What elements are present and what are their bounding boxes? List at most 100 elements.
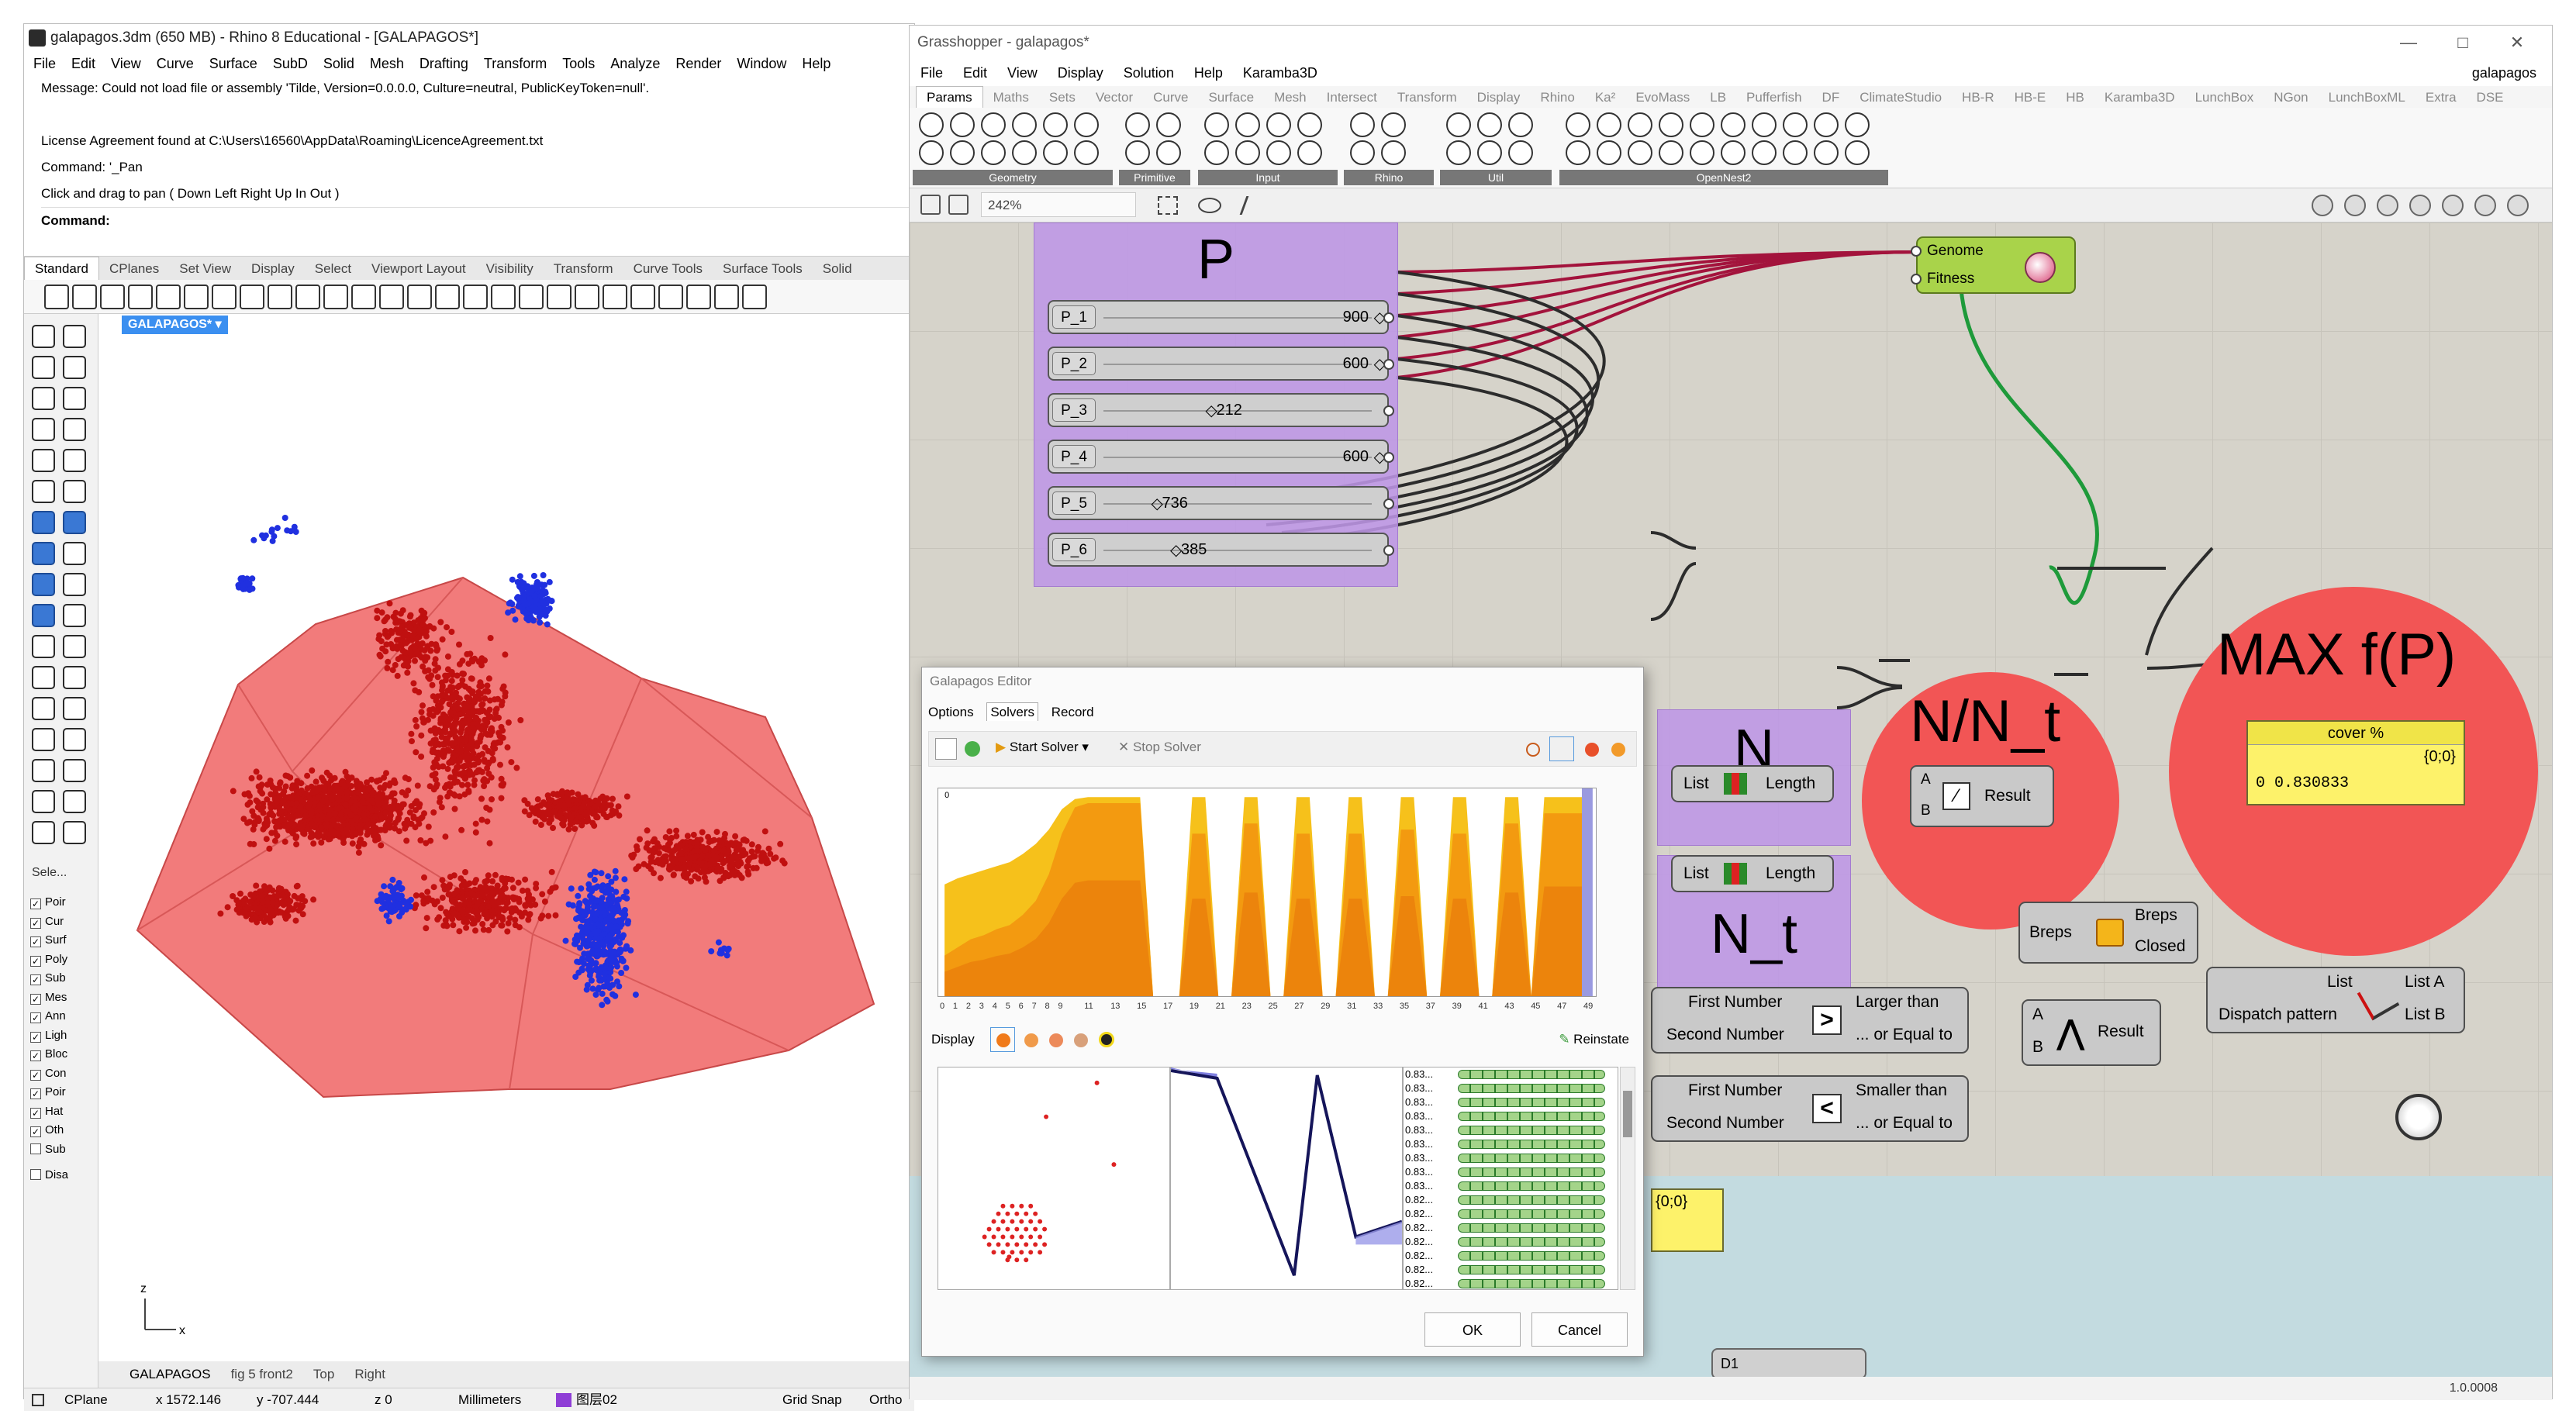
ribbon-component-icon[interactable] — [1845, 140, 1870, 165]
fitness-row[interactable]: 0.82... — [1404, 1193, 1618, 1207]
ribbon-component-icon[interactable] — [1477, 112, 1502, 137]
slider-knob-icon[interactable]: ◇ — [1170, 542, 1183, 559]
slider-value[interactable]: 600 — [1342, 355, 1369, 372]
toolbar-tool-icon[interactable] — [575, 285, 599, 309]
left-tool-icon[interactable] — [32, 325, 55, 348]
number-slider-p2[interactable]: P_2 600 ◇ — [1048, 347, 1394, 381]
preview-mode-icon[interactable] — [2409, 195, 2431, 216]
ribbon-component-icon[interactable] — [1297, 112, 1322, 137]
maximize-button[interactable]: □ — [2457, 33, 2468, 52]
slider-rail[interactable] — [1103, 364, 1372, 365]
rhino-tab-set-view[interactable]: Set View — [179, 261, 232, 276]
filter-checkbox[interactable]: ✓ — [30, 1088, 41, 1099]
select-filter-item[interactable]: Disa — [30, 1165, 68, 1185]
gh-tab-22[interactable]: NGon — [2274, 90, 2308, 105]
ribbon-component-icon[interactable] — [1204, 112, 1229, 137]
select-filter-item[interactable]: ✓ Con — [30, 1064, 67, 1084]
display-orange-icon[interactable] — [990, 1027, 1015, 1052]
ribbon-group-label[interactable]: Input — [1198, 170, 1338, 185]
left-tool-icon[interactable] — [63, 542, 86, 565]
cover-panel[interactable]: cover % {0;0} 0 0.830833 — [2246, 720, 2465, 805]
filter-checkbox[interactable]: ✓ — [30, 955, 41, 967]
left-tool-icon[interactable] — [32, 604, 55, 627]
fitness-row[interactable]: 0.83... — [1404, 1109, 1618, 1123]
close-button[interactable]: ✕ — [2509, 33, 2525, 52]
gh-menu-view[interactable]: View — [1007, 65, 1038, 81]
viewport-tab-0[interactable]: GALAPAGOS — [129, 1367, 211, 1381]
gh-menu-edit[interactable]: Edit — [963, 65, 988, 81]
slider-knob-icon[interactable]: ◇ — [1373, 309, 1386, 326]
fitness-row[interactable]: 0.83... — [1404, 1137, 1618, 1151]
gh-menu-display[interactable]: Display — [1057, 65, 1103, 81]
filter-checkbox[interactable]: ✓ — [30, 1031, 41, 1043]
ribbon-component-icon[interactable] — [1814, 112, 1839, 137]
gh-tab-3[interactable]: Vector — [1095, 90, 1134, 105]
left-tool-icon[interactable] — [63, 325, 86, 348]
ribbon-group-label[interactable]: Geometry — [913, 170, 1113, 185]
tab-record[interactable]: Record — [1051, 705, 1094, 719]
ribbon-component-icon[interactable] — [1125, 112, 1150, 137]
left-tool-icon[interactable] — [32, 821, 55, 844]
ribbon-component-icon[interactable] — [1690, 112, 1714, 137]
left-tool-icon[interactable] — [32, 790, 55, 813]
filter-checkbox[interactable]: ✓ — [30, 936, 41, 947]
tab-options[interactable]: Options — [928, 705, 974, 719]
filter-checkbox[interactable]: ✓ — [30, 917, 41, 929]
display-ball-icon-3[interactable] — [1049, 1033, 1063, 1047]
number-slider-p6[interactable]: P_6 385 ◇ — [1048, 533, 1394, 567]
toolbar-tool-icon[interactable] — [435, 285, 460, 309]
gh-tab-25[interactable]: DSE — [2476, 90, 2504, 105]
toolbar-tool-icon[interactable] — [742, 285, 767, 309]
preview-mode-icon[interactable] — [2312, 195, 2333, 216]
select-filter-item[interactable]: ✓ Poly — [30, 950, 67, 970]
filter-checkbox[interactable]: ✓ — [30, 898, 41, 909]
select-filter-item[interactable]: ✓ Sub — [30, 968, 66, 988]
slider-value[interactable]: 212 — [1216, 402, 1242, 419]
preview-eye-icon[interactable] — [1198, 198, 1221, 213]
stop-solver-button[interactable]: ✕ Stop Solver — [1118, 740, 1201, 754]
rhino-menu-file[interactable]: File — [33, 56, 57, 71]
left-tool-icon[interactable] — [63, 759, 86, 782]
gh-tab-7[interactable]: Intersect — [1326, 90, 1377, 105]
cancel-button[interactable]: Cancel — [1531, 1312, 1628, 1347]
filter-checkbox[interactable]: ✓ — [30, 1050, 41, 1061]
toolbar-tool-icon[interactable] — [686, 285, 711, 309]
left-tool-icon[interactable] — [63, 697, 86, 720]
reinstate-button[interactable]: ✎ Reinstate — [1559, 1032, 1629, 1047]
dispatch-component[interactable]: List Dispatch pattern List A List B — [2206, 967, 2465, 1033]
ribbon-component-icon[interactable] — [1235, 140, 1260, 165]
rhino-menu-analyze[interactable]: Analyze — [610, 56, 661, 71]
select-filter-item[interactable]: ✓ Bloc — [30, 1044, 67, 1064]
toolbar-tool-icon[interactable] — [128, 285, 153, 309]
display-ball-icon-2[interactable] — [1024, 1033, 1038, 1047]
gh-tab-9[interactable]: Display — [1476, 90, 1521, 105]
brep-closed-component[interactable]: Breps Breps Closed — [2018, 902, 2198, 964]
ribbon-component-icon[interactable] — [1628, 140, 1652, 165]
left-tool-icon[interactable] — [32, 418, 55, 441]
toolbar-tool-icon[interactable] — [295, 285, 320, 309]
fitness-row[interactable]: 0.83... — [1404, 1081, 1618, 1095]
slider-output-port[interactable] — [1383, 452, 1394, 463]
ribbon-component-icon[interactable] — [1721, 112, 1746, 137]
status-layer[interactable]: 图层02 — [576, 1392, 617, 1407]
left-tool-icon[interactable] — [63, 511, 86, 534]
toolbar-tool-icon[interactable] — [212, 285, 237, 309]
radial-dial-icon[interactable] — [2395, 1094, 2442, 1140]
ribbon-component-icon[interactable] — [1628, 112, 1652, 137]
fitness-row[interactable]: 0.83... — [1404, 1165, 1618, 1179]
slider-rail[interactable] — [1103, 503, 1372, 505]
select-filter-item[interactable]: ✓ Poir — [30, 1082, 66, 1102]
gh-tab-4[interactable]: Curve — [1153, 90, 1189, 105]
gh-tab-18[interactable]: HB-E — [2014, 90, 2046, 105]
ribbon-group-label[interactable]: Rhino — [1344, 170, 1434, 185]
select-filter-item[interactable]: ✓ Cur — [30, 912, 64, 932]
toolbar-tool-icon[interactable] — [44, 285, 69, 309]
rhino-tab-viewport-layout[interactable]: Viewport Layout — [371, 261, 466, 276]
ribbon-component-icon[interactable] — [1721, 140, 1746, 165]
sketch-pen-icon[interactable] — [1239, 196, 1262, 215]
rhino-tab-visibility[interactable]: Visibility — [485, 261, 534, 276]
slider-rail[interactable] — [1103, 317, 1372, 319]
rhino-menu-mesh[interactable]: Mesh — [369, 56, 404, 71]
slider-value[interactable]: 900 — [1342, 309, 1369, 326]
fitness-row[interactable]: 0.82... — [1404, 1235, 1618, 1249]
